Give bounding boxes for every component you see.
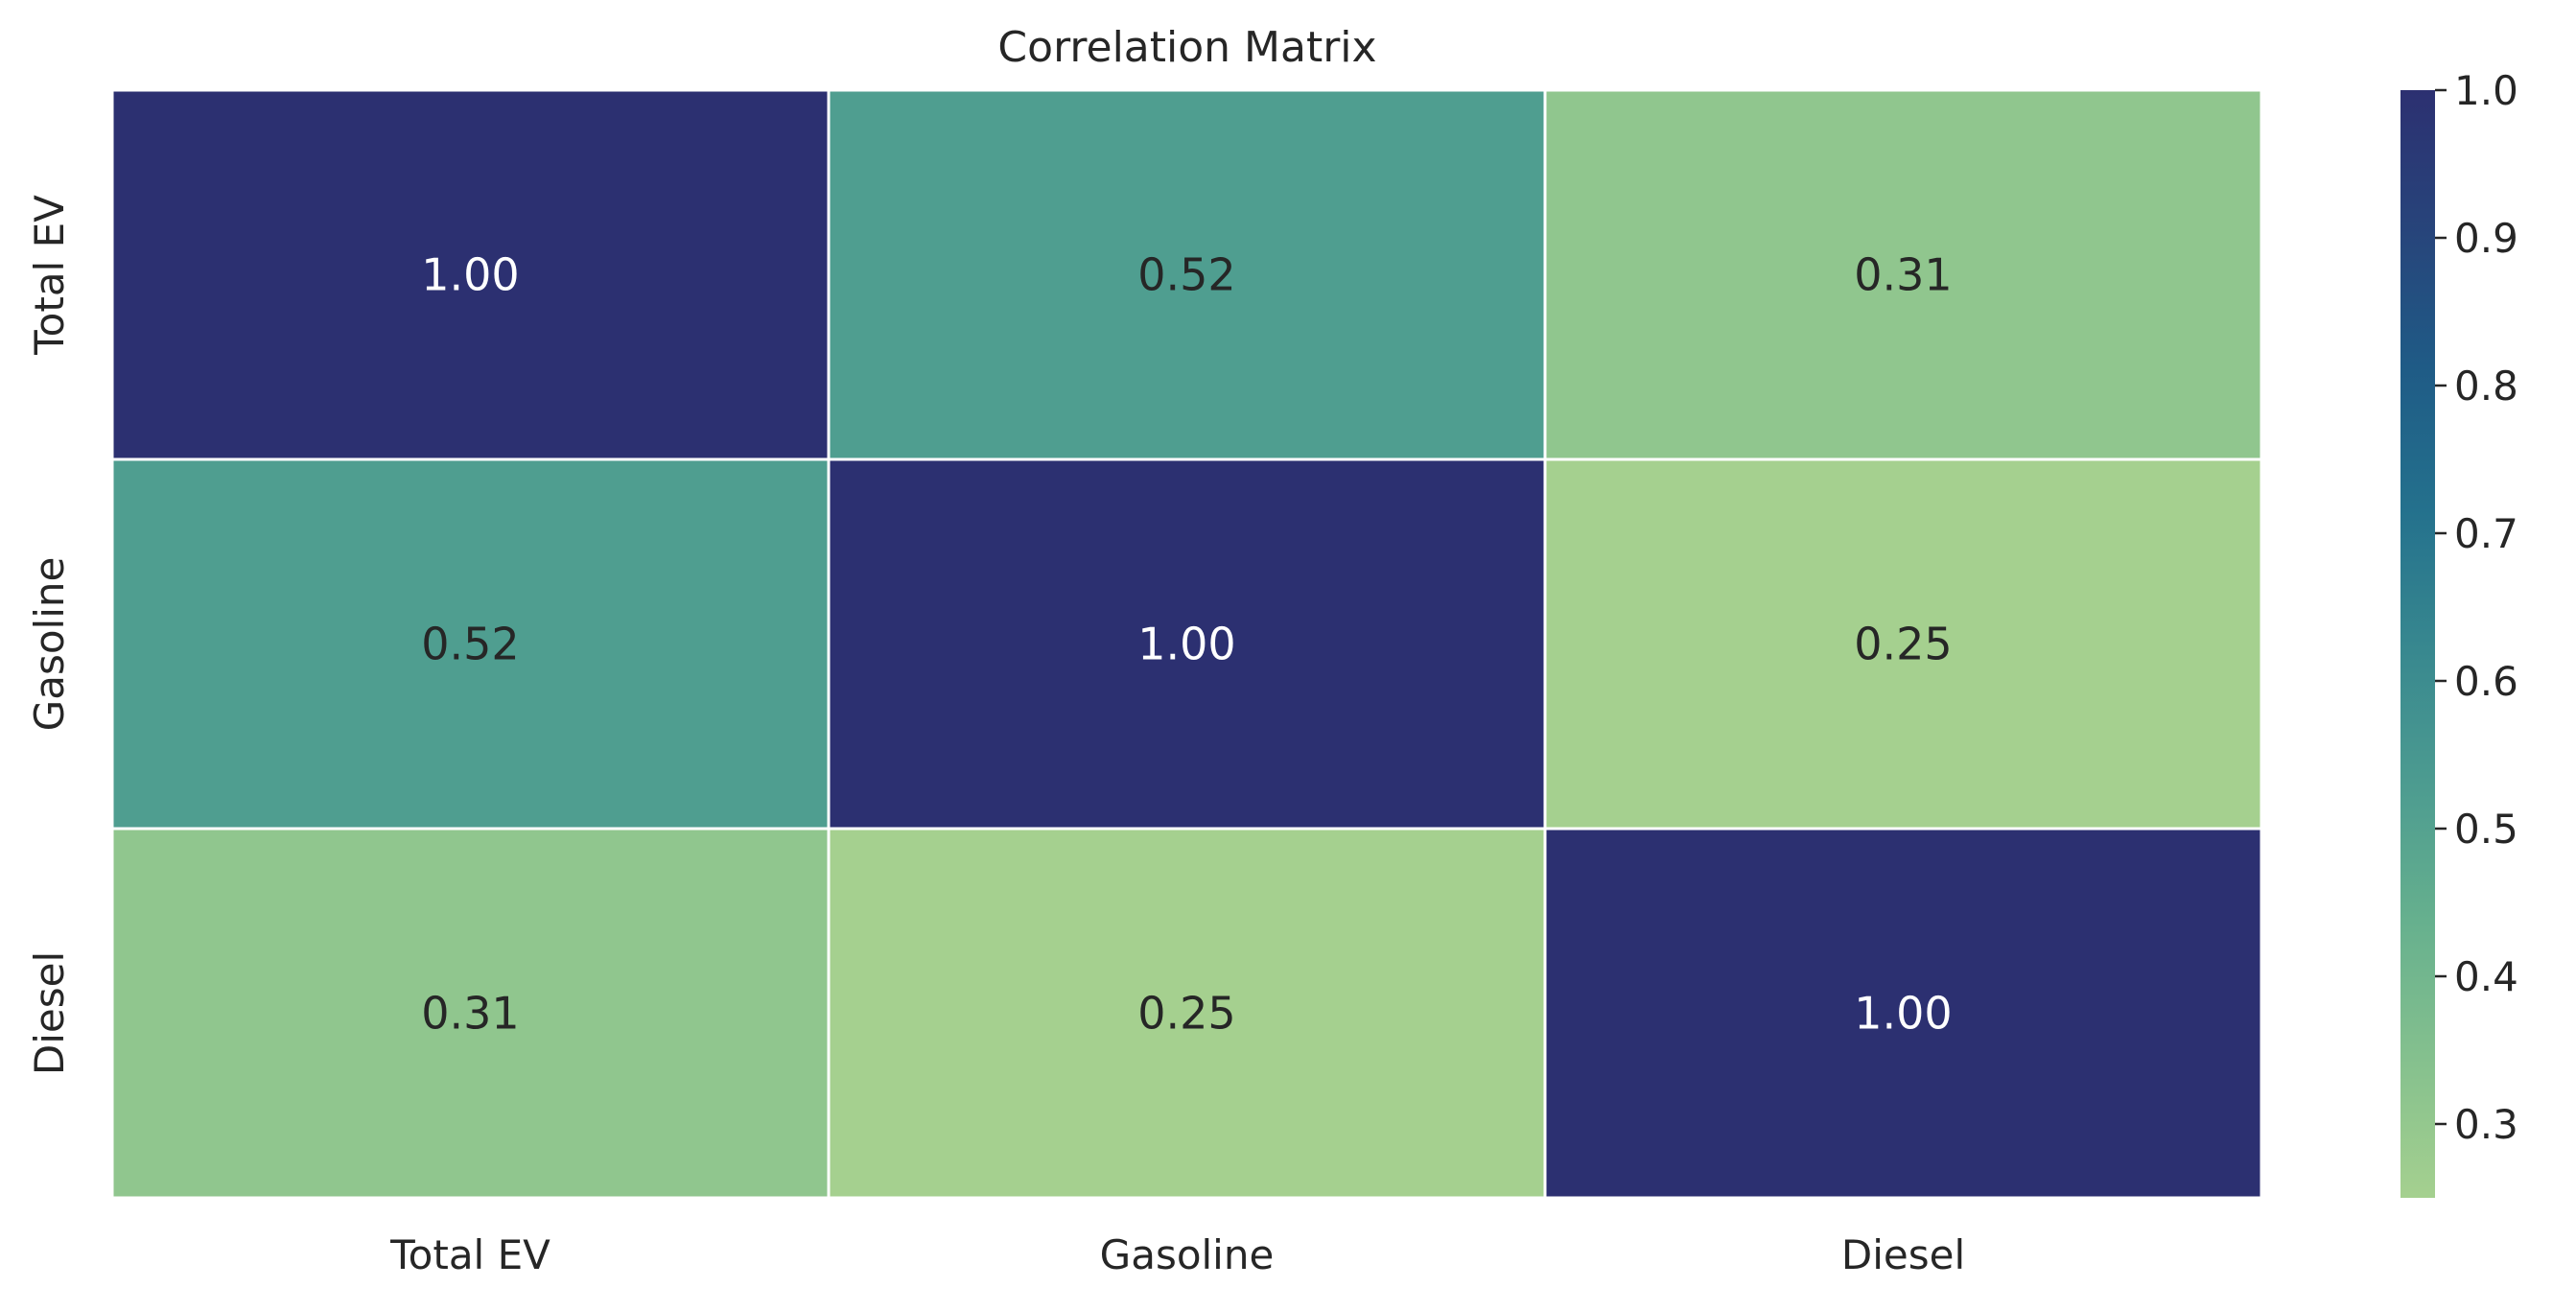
cell-value-label-2-1: 0.25 [1137,988,1235,1040]
colorbar-tick-label-1: 0.4 [2454,953,2518,1000]
x-tick-label-0: Total EV [389,1231,550,1278]
colorbar-tick-label-7: 1.0 [2454,67,2518,114]
x-tick-label-1: Gasoline [1100,1231,1275,1278]
heatmap-cell-2-1 [827,827,1547,1200]
cells-layer: 1.00 0.52 0.31 0.52 1.00 0.25 0.31 0.25 1.00 [110,88,2263,1200]
heatmap-cell-0-1 [827,88,1547,461]
heatmap-cell-0-2 [1543,88,2263,461]
heatmap-cell-2-0 [110,827,831,1200]
x-tick-labels: Total EV Gasoline Diesel [389,1231,1965,1278]
y-tick-label-0: Total EV [26,195,73,356]
heatmap-cell-1-1 [827,457,1547,831]
colorbar: 0.3 0.4 0.5 0.6 0.7 0.8 0.9 1.0 [2400,67,2518,1198]
cell-value-label-1-1: 1.00 [1137,619,1235,670]
y-tick-label-1: Gasoline [26,557,73,732]
x-tick-label-2: Diesel [1841,1231,1965,1278]
cell-value-label-0-1: 0.52 [1137,249,1235,301]
y-tick-label-2: Diesel [26,951,73,1075]
colorbar-tick-label-6: 0.9 [2454,215,2518,262]
cell-value-label-0-0: 1.00 [421,249,519,301]
colorbar-tick-label-3: 0.6 [2454,658,2518,705]
heatmap-cell-1-2 [1543,457,2263,831]
heatmap-cell-1-0 [110,457,831,831]
colorbar-tick-label-5: 0.8 [2454,363,2518,410]
cell-value-label-0-2: 0.31 [1854,249,1952,301]
cell-value-label-1-2: 0.25 [1854,619,1952,670]
colorbar-gradient [2400,90,2435,1198]
colorbar-tick-label-4: 0.7 [2454,510,2518,557]
cell-value-label-1-0: 0.52 [421,619,519,670]
cell-value-label-2-0: 0.31 [421,988,519,1040]
cell-value-label-2-2: 1.00 [1854,988,1952,1040]
heatmap-cell-2-2 [1543,827,2263,1200]
colorbar-tick-label-0: 0.3 [2454,1101,2518,1148]
heatmap-cell-0-0 [110,88,831,461]
y-tick-labels: Total EV Gasoline Diesel [26,195,73,1075]
chart-title: Correlation Matrix [997,23,1376,72]
colorbar-tick-label-2: 0.5 [2454,806,2518,853]
